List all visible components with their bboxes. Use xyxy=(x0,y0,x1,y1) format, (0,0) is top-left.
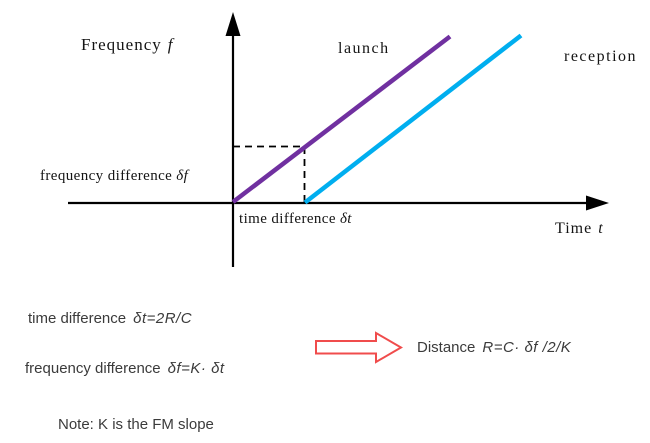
time-difference-annotation: time difference δt xyxy=(239,211,352,228)
y-axis-arrowhead xyxy=(225,12,241,36)
reception-line xyxy=(303,33,523,205)
difference-dashed-guide xyxy=(233,145,306,202)
y-axis-symbol: f xyxy=(167,35,174,54)
equation-frequency-difference: frequency difference δf=K· δt xyxy=(25,360,225,377)
time-difference-annotation-text: time difference xyxy=(239,211,336,227)
launch-line-label-text: launch xyxy=(338,40,390,57)
x-axis-symbol: t xyxy=(598,220,604,237)
fm-slope-note-text: Note: K is the FM slope xyxy=(58,416,214,433)
launch-line-label: launch xyxy=(338,40,390,58)
equation-frequency-difference-math: δf=K· δt xyxy=(167,360,225,377)
frequency-difference-annotation: frequency difference δf xyxy=(40,168,188,185)
x-axis-title-text: Time xyxy=(555,220,593,237)
fm-slope-note: Note: K is the FM slope xyxy=(58,416,214,433)
equation-frequency-difference-label: frequency difference xyxy=(25,360,161,377)
time-difference-symbol: δt xyxy=(339,211,352,227)
reception-line-label: reception xyxy=(564,48,637,66)
frequency-difference-symbol: δf xyxy=(176,168,189,184)
y-axis-title-text: Frequency xyxy=(81,35,162,54)
y-axis-title: Frequency f xyxy=(81,35,174,55)
frequency-difference-annotation-text: frequency difference xyxy=(40,168,173,184)
equation-time-difference-label: time difference xyxy=(28,310,127,327)
equation-distance-result: Distance R=C· δf /2/K xyxy=(417,339,571,356)
equation-time-difference: time difference δt=2R/C xyxy=(28,310,192,327)
launch-line xyxy=(231,34,452,204)
x-axis-arrowhead xyxy=(586,195,609,211)
x-axis-title: Time t xyxy=(555,220,604,238)
result-block-arrow-icon xyxy=(315,331,403,364)
equation-distance-math: R=C· δf /2/K xyxy=(482,339,572,356)
equation-time-difference-math: δt=2R/C xyxy=(133,310,193,327)
reception-line-label-text: reception xyxy=(564,48,638,65)
equation-distance-label: Distance xyxy=(417,339,476,356)
